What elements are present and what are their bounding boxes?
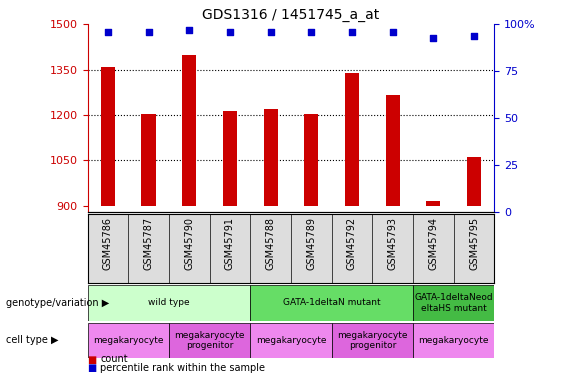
Text: percentile rank within the sample: percentile rank within the sample [100, 363, 265, 373]
Point [185, 27, 194, 33]
Bar [88, 285, 250, 321]
Title: GDS1316 / 1451745_a_at: GDS1316 / 1451745_a_at [202, 8, 380, 22]
Bar [250, 322, 332, 358]
Text: GSM45787: GSM45787 [144, 217, 154, 270]
Text: GSM45793: GSM45793 [388, 217, 398, 270]
Bar [426, 201, 441, 206]
Bar [413, 285, 494, 321]
Point [225, 29, 234, 35]
Point [144, 29, 153, 35]
Text: ■: ■ [88, 363, 97, 373]
Text: cell type ▶: cell type ▶ [6, 335, 58, 345]
Bar [250, 285, 413, 321]
Bar [467, 158, 481, 206]
Point [388, 29, 397, 35]
Bar [141, 114, 156, 206]
Bar [345, 73, 359, 206]
Text: GATA-1deltaNeod
eltaHS mutant: GATA-1deltaNeod eltaHS mutant [414, 293, 493, 312]
Text: GSM45790: GSM45790 [184, 217, 194, 270]
Point [103, 29, 112, 35]
Text: wild type: wild type [148, 298, 190, 307]
Text: megakaryocyte
progenitor: megakaryocyte progenitor [175, 331, 245, 350]
Bar [332, 322, 413, 358]
Text: GSM45786: GSM45786 [103, 217, 113, 270]
Point [307, 29, 316, 35]
Bar [263, 109, 278, 206]
Text: megakaryocyte: megakaryocyte [419, 336, 489, 345]
Text: megakaryocyte: megakaryocyte [93, 336, 163, 345]
Point [429, 34, 438, 40]
Text: ■: ■ [88, 354, 97, 364]
Bar [385, 96, 400, 206]
Point [266, 29, 275, 35]
Text: GSM45788: GSM45788 [266, 217, 276, 270]
Point [347, 29, 357, 35]
Bar [304, 114, 319, 206]
Text: GSM45792: GSM45792 [347, 217, 357, 270]
Bar [182, 55, 197, 206]
Bar [88, 322, 169, 358]
Text: GSM45795: GSM45795 [469, 217, 479, 270]
Text: megakaryocyte
progenitor: megakaryocyte progenitor [337, 331, 407, 350]
Point [470, 33, 479, 39]
Text: GSM45791: GSM45791 [225, 217, 235, 270]
Text: genotype/variation ▶: genotype/variation ▶ [6, 298, 109, 308]
Bar [223, 111, 237, 206]
Text: count: count [100, 354, 128, 364]
Text: megakaryocyte: megakaryocyte [256, 336, 326, 345]
Text: GSM45789: GSM45789 [306, 217, 316, 270]
Bar [169, 322, 250, 358]
Text: GSM45794: GSM45794 [428, 217, 438, 270]
Bar [101, 67, 115, 206]
Text: GATA-1deltaN mutant: GATA-1deltaN mutant [283, 298, 380, 307]
Bar [413, 322, 494, 358]
